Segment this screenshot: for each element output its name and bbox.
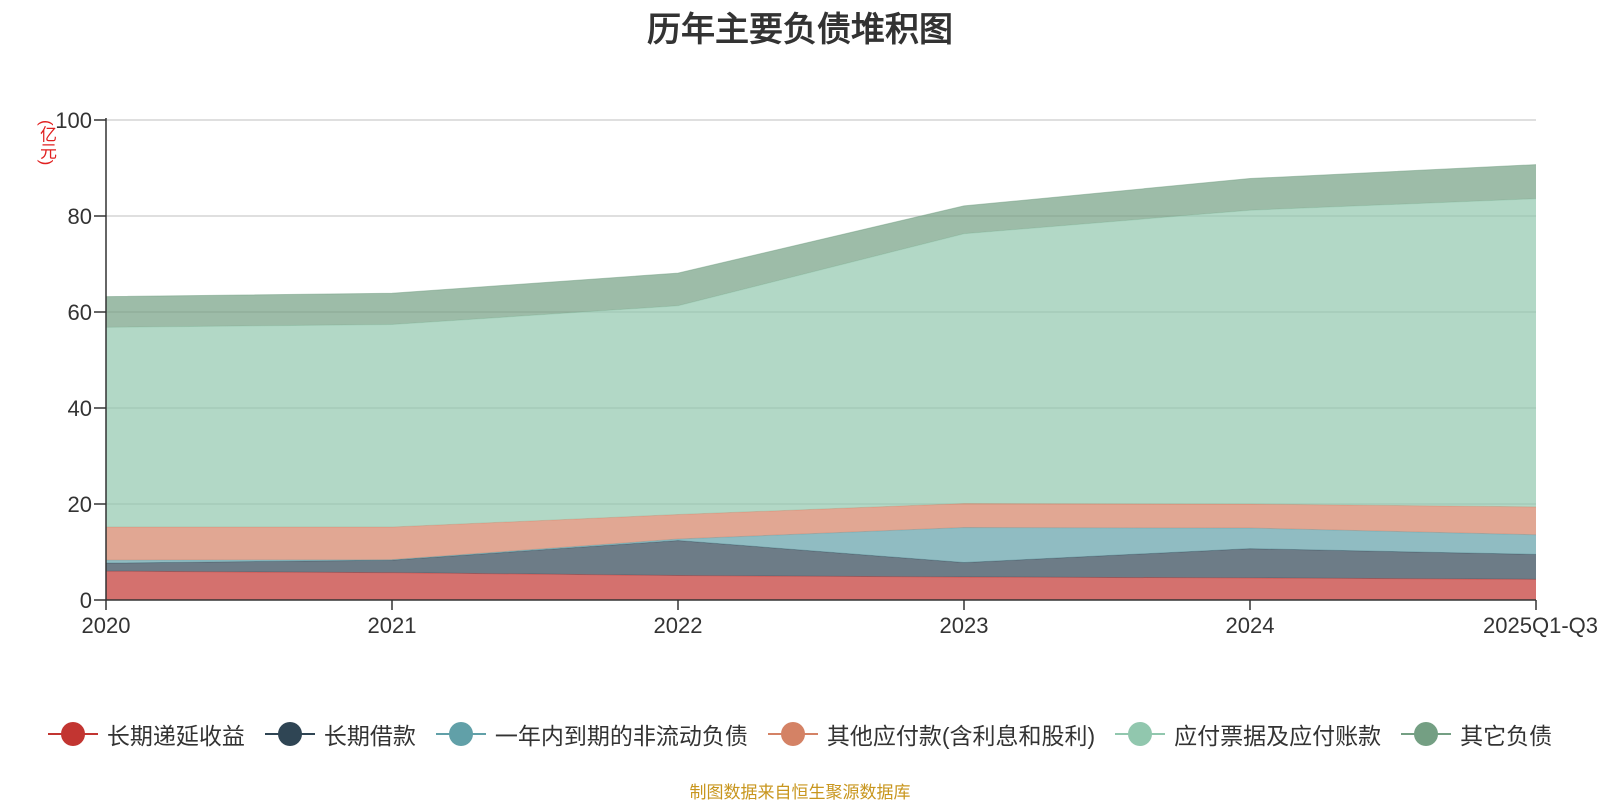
legend-label: 长期递延收益 — [106, 723, 245, 749]
x-tick-label: 2023 — [940, 613, 989, 638]
chart-title: 历年主要负债堆积图 — [647, 11, 953, 49]
legend-item[interactable]: 其他应付款(含利息和股利) — [767, 717, 1096, 751]
legend-marker-icon — [264, 721, 315, 747]
area-series-4 — [106, 198, 1536, 528]
axis-layer: 0 20 40 60 80 100 2020 2021 2022 2023 2024 2025Q1-Q… — [55, 108, 1598, 638]
y-axis-unit-label: (亿元) — [37, 120, 56, 166]
legend-marker-icon — [435, 721, 486, 747]
x-tick-label: 2025Q1-Q3 — [1483, 613, 1598, 638]
legend-item[interactable]: 长期递延收益 — [47, 717, 245, 751]
legend-marker-icon — [47, 721, 98, 747]
legend-item[interactable]: 一年内到期的非流动负债 — [435, 717, 748, 751]
y-tick-label: 20 — [68, 492, 92, 517]
area-layer — [105, 164, 1537, 600]
legend-marker-icon — [1115, 721, 1166, 747]
x-tick-label: 2024 — [1226, 613, 1275, 638]
y-tick-label: 0 — [80, 588, 92, 613]
area-series-5 — [106, 164, 1536, 328]
area-series-3 — [106, 503, 1536, 561]
legend-marker-icon — [767, 721, 818, 747]
y-tick-label: 80 — [68, 204, 92, 229]
source-note: 制图数据来自恒生聚源数据库 — [689, 783, 911, 802]
legend-marker-icon — [1401, 721, 1452, 747]
area-series-1 — [106, 540, 1536, 580]
legend-label: 其它负债 — [1460, 723, 1553, 749]
legend-label: 一年内到期的非流动负债 — [494, 723, 748, 749]
legend-item[interactable]: 其它负债 — [1401, 717, 1552, 751]
legend-item[interactable]: 长期借款 — [264, 717, 416, 751]
legend-label: 应付票据及应付账款 — [1174, 723, 1382, 749]
legend-label: 长期借款 — [323, 723, 416, 749]
area-edge-series-2 — [105, 527, 1537, 561]
legend-item[interactable]: 应付票据及应付账款 — [1115, 717, 1381, 751]
area-series-0 — [106, 571, 1536, 600]
legend: 长期递延收益 长期借款 一年内到期的非流动负债 其他应付款(含利息和股利) 应付票据及应… — [0, 716, 1600, 752]
y-tick-label: 60 — [68, 300, 92, 325]
area-edge-series-5 — [105, 164, 1537, 298]
legend-label: 其他应付款(含利息和股利) — [826, 723, 1096, 749]
y-tick-label: 40 — [68, 396, 92, 421]
y-tick-label: 100 — [55, 108, 92, 133]
area-series-2 — [106, 527, 1536, 564]
x-tick-label: 2021 — [368, 613, 417, 638]
x-tick-label: 2022 — [654, 613, 703, 638]
x-tick-label: 2020 — [82, 613, 131, 638]
